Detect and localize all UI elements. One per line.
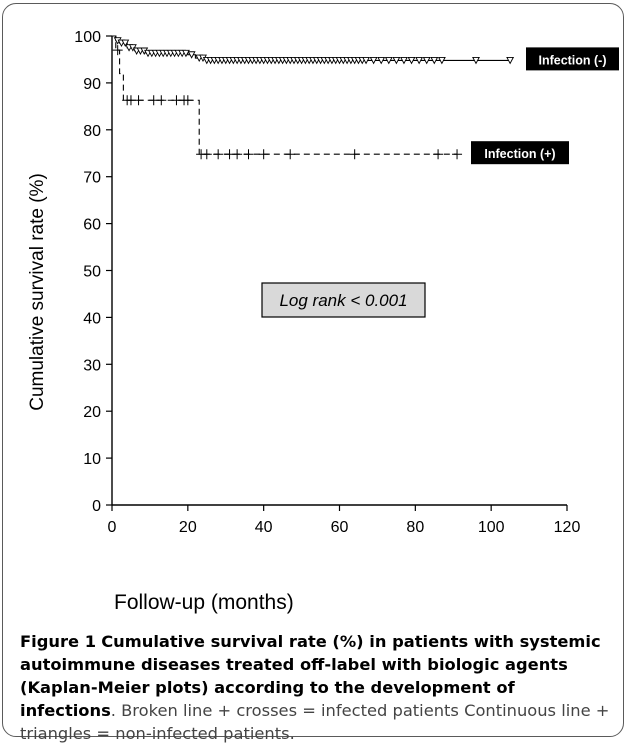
log-rank-annotation: Log rank < 0.001: [261, 282, 426, 318]
censored-cross-marker: [182, 95, 193, 106]
figure-caption: Figure 1 Cumulative survival rate (%) in…: [20, 630, 610, 745]
y-tick-label: 100: [74, 29, 101, 46]
figure-frame: [2, 3, 624, 737]
annotation-text: Log rank < 0.001: [279, 291, 407, 310]
censored-cross-marker: [433, 149, 444, 160]
x-tick-label: 60: [331, 519, 349, 536]
censored-cross-marker: [213, 149, 224, 160]
censored-cross-marker: [156, 95, 167, 106]
x-tick-label: 0: [108, 519, 117, 536]
y-tick-label: 50: [83, 264, 101, 281]
y-tick-label: 70: [83, 170, 101, 187]
censored-triangle-marker: [437, 56, 446, 65]
y-tick-label: 30: [83, 357, 101, 374]
censored-triangle-marker: [400, 56, 408, 65]
series-label-box: [471, 141, 569, 165]
series-label: Infection (-): [538, 53, 606, 67]
y-tick-label: 0: [92, 498, 101, 515]
x-tick-label: 40: [255, 519, 273, 536]
x-tick-label: 80: [406, 519, 424, 536]
censored-triangle-marker: [506, 56, 515, 65]
y-tick-label: 20: [83, 404, 101, 421]
censored-triangle-marker: [430, 56, 439, 65]
x-axis-label: Follow-up (months): [114, 591, 294, 614]
censored-cross-marker: [201, 149, 212, 160]
survival-curve: [112, 35, 511, 61]
censored-cross-marker: [258, 149, 269, 160]
censored-cross-marker: [133, 95, 144, 106]
series-label-box: [526, 47, 619, 71]
censored-cross-marker: [452, 149, 463, 160]
kaplan-meier-chart: 0 10 20 30 40 50 60 70 80 90 100 0 20 40 60 80 100 120 I…: [27, 29, 619, 536]
censored-triangle-marker: [407, 56, 416, 65]
series-layer: Infection (-) Infection (+): [112, 35, 619, 165]
censored-cross-marker: [285, 149, 296, 160]
x-tick-label: 100: [478, 519, 505, 536]
y-tick-label: 90: [83, 76, 101, 93]
series-label: Infection (+): [484, 147, 555, 161]
censored-cross-marker: [243, 149, 254, 160]
censored-cross-marker: [349, 149, 360, 160]
y-axis-label: Cumulative survival rate (%): [27, 173, 48, 411]
x-tick-label: 20: [179, 519, 197, 536]
series-infection-negative: Infection (-): [112, 35, 619, 71]
censored-triangle-marker: [377, 56, 386, 65]
survival-curve: [112, 35, 458, 155]
y-tick-label: 10: [83, 451, 101, 468]
y-tick-label: 40: [83, 310, 101, 327]
x-axis-ticks: 0 20 40 60 80 100 120: [108, 505, 581, 536]
caption-title: Cumulative survival rate (%) in patients…: [20, 632, 601, 720]
caption-text: . Broken line + crosses = infected patie…: [20, 701, 610, 743]
censored-triangle-marker: [472, 56, 480, 65]
censored-triangle-marker: [422, 56, 431, 65]
censored-triangle-marker: [369, 56, 378, 65]
y-tick-label: 60: [83, 217, 101, 234]
censored-triangle-marker: [362, 56, 370, 65]
y-axis-ticks: 0 10 20 30 40 50 60 70 80 90 100: [74, 29, 112, 515]
chart-axes: [111, 36, 567, 506]
x-tick-label: 120: [554, 519, 581, 536]
censored-triangle-marker: [392, 56, 401, 65]
annotation-box: [261, 282, 426, 318]
y-tick-label: 80: [83, 123, 101, 140]
censored-triangle-marker: [187, 51, 196, 59]
series-infection-positive: Infection (+): [112, 35, 569, 165]
censored-cross-marker: [112, 45, 123, 56]
censored-cross-marker: [232, 149, 243, 160]
censored-triangle-marker: [181, 49, 190, 58]
censored-triangle-marker: [121, 39, 130, 47]
censored-triangle-marker: [415, 56, 424, 65]
censored-triangle-marker: [384, 56, 393, 65]
caption-label: Figure 1: [20, 632, 97, 651]
